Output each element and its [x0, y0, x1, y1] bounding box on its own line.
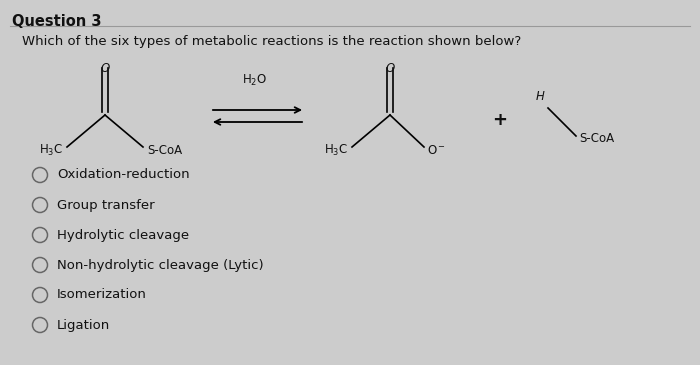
Text: Isomerization: Isomerization [57, 288, 147, 301]
Text: H$_2$O: H$_2$O [242, 73, 267, 88]
Text: Non-hydrolytic cleavage (Lytic): Non-hydrolytic cleavage (Lytic) [57, 258, 264, 272]
Text: Question 3: Question 3 [12, 14, 102, 29]
Text: O: O [100, 62, 110, 75]
Text: S-CoA: S-CoA [147, 145, 182, 158]
Text: O: O [386, 62, 395, 75]
Text: H$_3$C: H$_3$C [39, 142, 63, 158]
Text: Hydrolytic cleavage: Hydrolytic cleavage [57, 228, 189, 242]
Text: O$^-$: O$^-$ [427, 145, 446, 158]
Text: Which of the six types of metabolic reactions is the reaction shown below?: Which of the six types of metabolic reac… [22, 35, 522, 48]
Text: H$_3$C: H$_3$C [324, 142, 348, 158]
Text: Ligation: Ligation [57, 319, 111, 331]
Text: Oxidation-reduction: Oxidation-reduction [57, 169, 190, 181]
Text: Group transfer: Group transfer [57, 199, 155, 211]
Text: S-CoA: S-CoA [579, 131, 614, 145]
Text: +: + [493, 111, 507, 129]
Text: H: H [536, 90, 545, 103]
